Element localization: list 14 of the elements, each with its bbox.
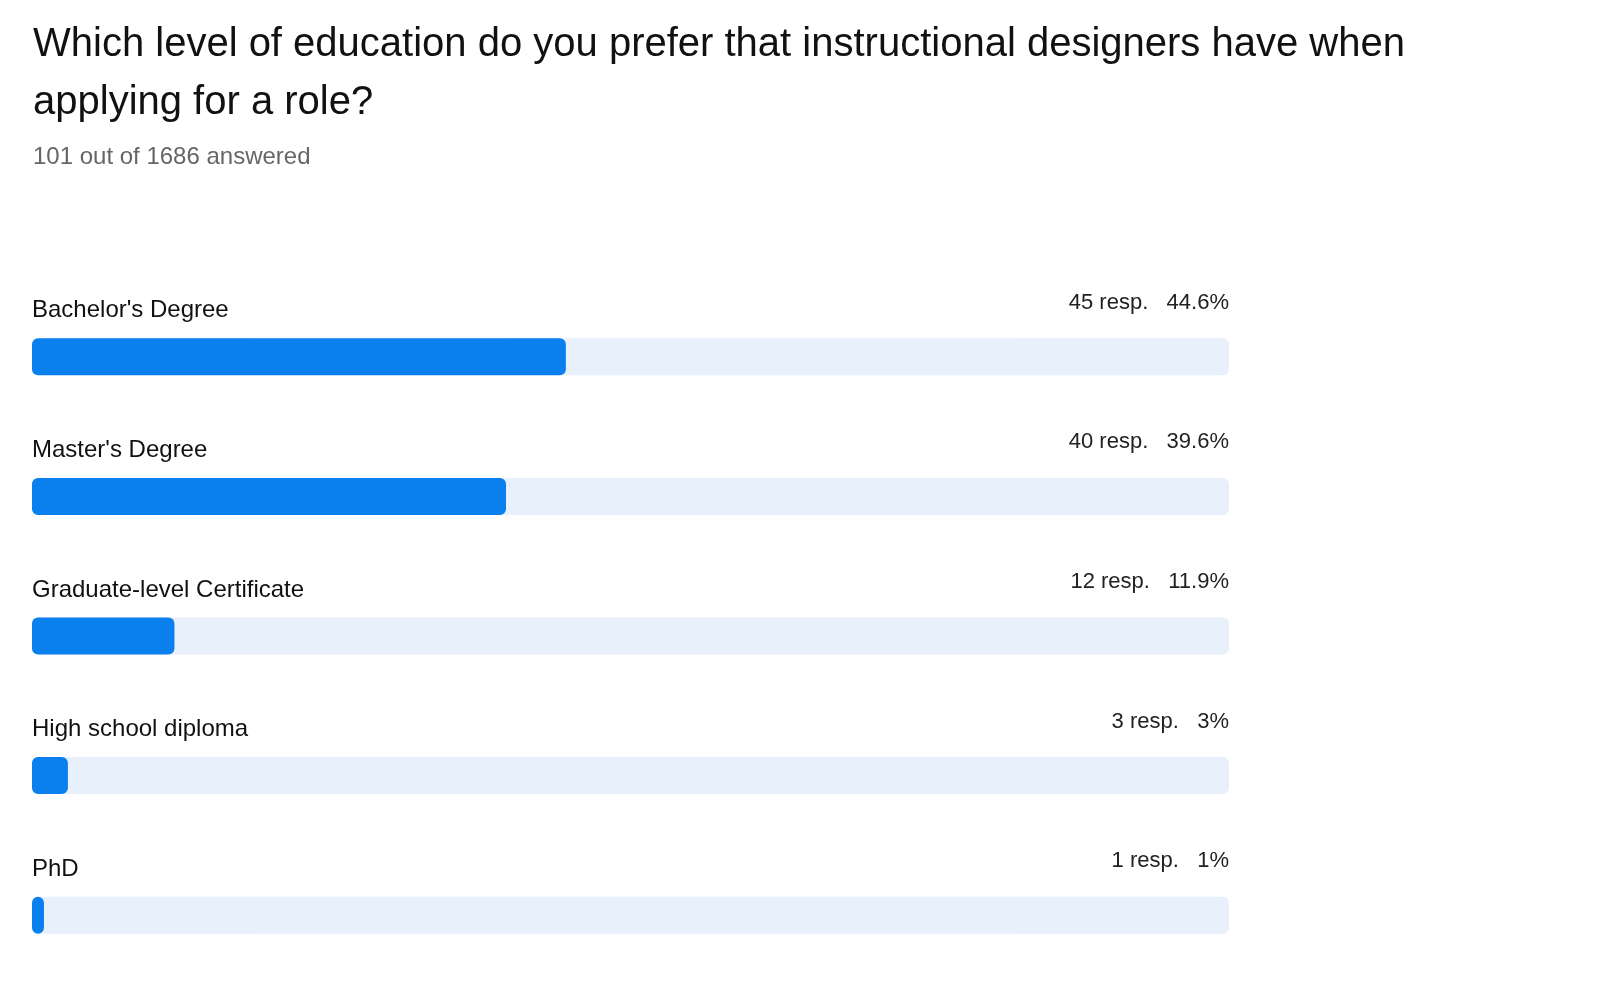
chart-title: Which level of education do you prefer that instructional designers have when applying for a role? [33,20,1417,122]
y-tick-label: High school diploma [32,714,249,742]
bar [32,757,68,795]
y-tick-label: Master's Degree [32,434,208,462]
data-label: 12 resp. 11.9% [1070,568,1229,593]
chart-subtitle: 101 out of 1686 answered [33,141,311,169]
y-tick-label: PhD [32,853,79,881]
y-tick-label: Bachelor's Degree [32,295,229,323]
y-tick-label: Graduate-level Certificate [32,574,305,602]
data-label: 3 resp. 3% [1111,707,1229,733]
data-label: 45 resp. 44.6% [1068,288,1229,314]
data-label: 1 resp. 1% [1111,847,1229,873]
data-label: 40 resp. 39.6% [1068,428,1229,454]
bar [32,617,175,655]
